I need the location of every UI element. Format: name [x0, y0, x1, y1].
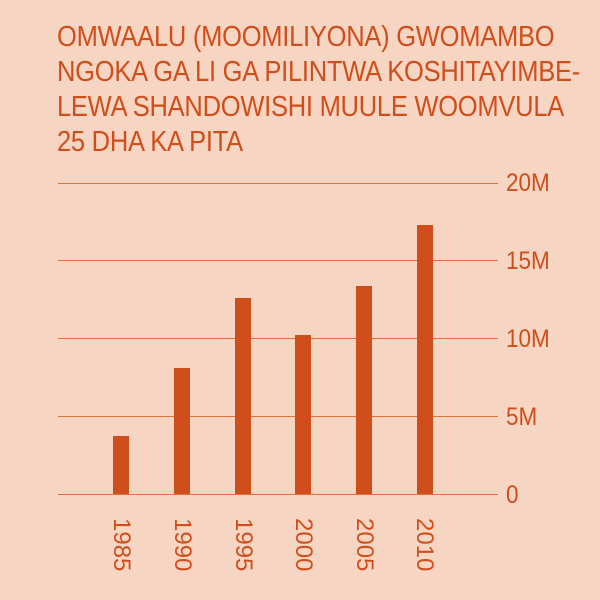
bar-1990	[174, 368, 190, 494]
bar-2000	[295, 335, 311, 494]
bar-2005	[356, 286, 372, 494]
y-tick-15m: 15M	[506, 247, 550, 275]
x-tick-1990: 1990	[169, 518, 196, 572]
chart-title: OMWAALU (MOOMILIYONA) GWOMAMBO NGOKA GA …	[57, 20, 580, 160]
y-tick-5m: 5M	[506, 403, 538, 431]
y-tick-0: 0	[506, 481, 519, 509]
x-tick-2000: 2000	[290, 518, 317, 572]
x-tick-1985: 1985	[108, 518, 135, 572]
bar-1995	[235, 298, 251, 494]
gridline-0	[58, 494, 498, 495]
title-line-1: OMWAALU (MOOMILIYONA) GWOMAMBO	[57, 21, 555, 53]
x-tick-2005: 2005	[351, 518, 378, 572]
title-line-3: LEWA SHANDOWISHI MUULE WOOMVULA	[57, 91, 565, 123]
gridline-20m	[58, 183, 498, 184]
gridline-15m	[58, 260, 498, 261]
y-tick-20m: 20M	[506, 169, 550, 197]
bar-2010	[417, 225, 433, 494]
title-line-2: NGOKA GA LI GA PILINTWA KOSHITAYIMBE-	[57, 56, 580, 88]
y-tick-10m: 10M	[506, 325, 550, 353]
x-tick-2010: 2010	[411, 518, 438, 572]
x-tick-1995: 1995	[230, 518, 257, 572]
bar-1985	[113, 436, 129, 494]
title-line-4: 25 DHA KA PITA	[57, 126, 243, 158]
gridline-5m	[58, 416, 498, 417]
gridline-10m	[58, 338, 498, 339]
